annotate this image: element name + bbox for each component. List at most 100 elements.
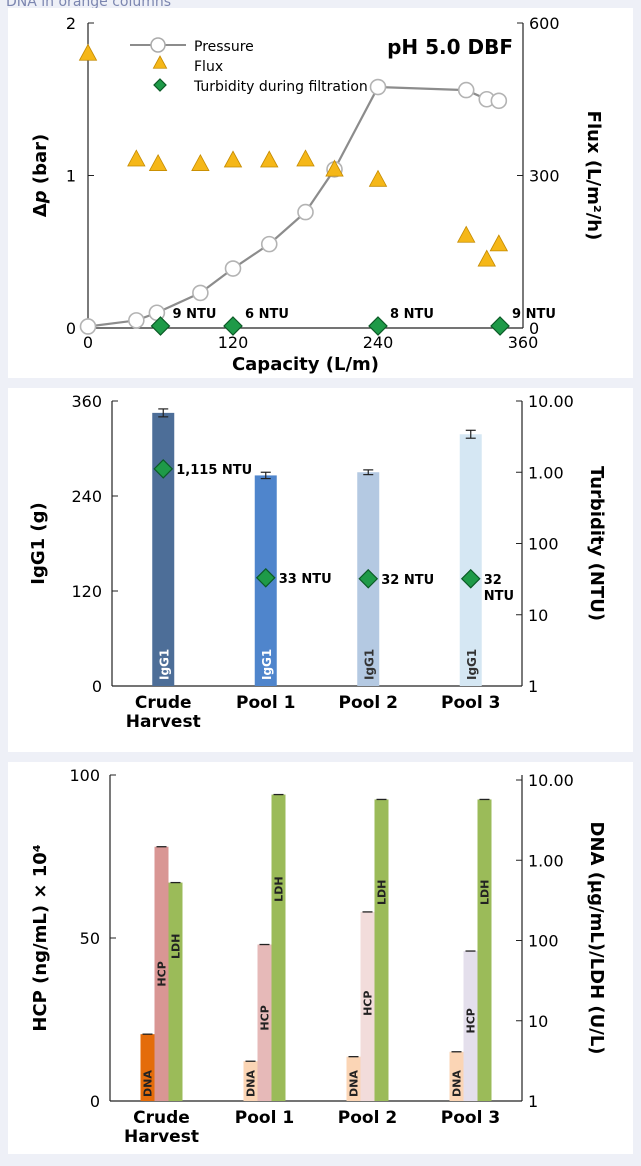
ldh-bar [374,799,389,1101]
dna-bar [243,1061,258,1101]
bar-inside-label: IgG1 [362,649,376,680]
igg1-bar [459,434,482,686]
bar-inside-label: IgG1 [157,649,171,680]
flux-point [260,150,279,168]
ldh-bar [168,882,183,1101]
y2-tick-label: 300 [529,167,560,186]
dna-bar [449,1051,464,1101]
turbidity-label: 32 NTU [484,573,514,604]
turbidity-point [490,316,510,336]
y-axis-label: HCP (ng/mL) × 10⁴ [30,844,51,1031]
x-tick-label: 240 [363,333,394,352]
turbidity-point [460,568,481,589]
category-label: Crude Harvest [126,693,201,732]
pressure-point [224,260,242,277]
ldh-bar-label: LDH [273,876,286,901]
y2-tick-label: 1.00 [528,463,564,482]
figure-caption: DNA in orange columns [6,0,172,10]
flux-point [325,159,344,177]
pressure-flux-panel: 0 120 240 360 0 1 2 0 300 600 Capacity (L/m) Δp (ba… [8,8,633,378]
x-tick-label: 0 [83,333,93,352]
igg1-turbidity-chart: 0 120 240 360 1 10 100 1.00 10.00 IgG1 (g) Turbidi… [28,392,607,732]
legend-flux-marker [152,55,168,69]
flux-point [368,169,388,187]
ldh-bar-label: LDH [376,880,389,905]
flux-point [191,153,210,171]
flux-point [223,150,243,168]
y2-axis-label: Turbidity (NTU) [586,466,607,621]
y2-tick-label: 10 [528,1012,548,1031]
turbidity-point [368,316,388,336]
y2-tick-label: 10.00 [528,392,574,411]
ldh-bar [477,799,492,1101]
y-tick-label: 0 [90,1092,100,1111]
category-label: Pool 1 [236,693,295,713]
turbidity-point [255,567,276,588]
y2-tick-label: 1 [528,677,538,696]
hcp-bar-label: HCP [259,1005,272,1030]
pressure-point [79,318,97,335]
y-axis-label: IgG1 (g) [28,502,49,585]
hcp-dna-ldh-panel: 0 50 100 1 10 100 1.00 10.00 HCP (ng/mL) × 10⁴ DN… [8,762,633,1154]
dna-bar [346,1056,361,1101]
turbidity-label: 6 NTU [245,307,289,322]
hcp-bar-label: HCP [465,1008,478,1033]
y-tick-label: 1 [66,167,76,186]
dna-bar-label: DNA [245,1070,258,1097]
y2-tick-label: 100 [528,535,559,554]
y2-axis-label: DNA (μg/mL)/LDH (U/L) [586,821,607,1054]
pressure-point [260,235,278,253]
y-tick-label: 240 [71,487,102,506]
ldh-bar-label: LDH [479,880,492,905]
category-label: Pool 3 [441,1108,500,1128]
turbidity-label: 32 NTU [381,573,434,588]
legend-turbidity-marker [153,78,167,92]
turbidity-point [153,459,174,479]
legend-flux-text: Flux [194,59,223,75]
legend-pressure-text: Pressure [194,39,254,55]
hcp-bar-label: HCP [156,961,169,986]
legend-pressure-marker [150,37,166,53]
y-axis-label: Δp (bar) [30,134,51,217]
ldh-bar [271,794,286,1101]
turbidity-label: 33 NTU [279,572,332,587]
panel-label: pH 5.0 DBF [387,35,513,59]
y2-axis-label: Flux (L/m²/h) [583,111,604,241]
pressure-point [128,312,145,329]
flux-point [489,234,509,252]
dna-bar-label: DNA [451,1070,464,1097]
pressure-point [490,92,508,110]
igg1-panel: 0 120 240 360 1 10 100 1.00 10.00 IgG1 (g) Turbidi… [8,388,633,752]
y2-tick-label: 0 [529,319,539,338]
category-label: Pool 2 [339,693,398,713]
x-tick-label: 120 [218,333,249,352]
hcp-bar [360,911,375,1101]
flux-point [456,225,476,243]
x-axis-label: Capacity (L/m) [232,354,379,375]
pressure-point [192,284,209,302]
dna-bar-label: DNA [142,1070,155,1097]
pressure-point [369,78,387,96]
y-tick-label: 360 [71,392,102,411]
y-tick-label: 50 [80,929,100,948]
y2-tick-label: 10 [528,606,548,625]
flux-point [477,249,496,267]
pressure-point [457,81,475,99]
flux-point [296,149,315,167]
category-label: Pool 3 [441,693,500,713]
y2-tick-label: 600 [529,14,560,33]
turbidity-point [223,316,243,336]
ldh-bar-label: LDH [170,934,183,959]
category-label: Crude Harvest [124,1108,199,1147]
y-tick-label: 100 [69,766,100,785]
legend-turbidity-text: Turbidity during filtration [193,79,368,95]
turbidity-label: 9 NTU [512,307,556,322]
turbidity-label: 9 NTU [173,307,217,322]
y-tick-label: 0 [66,319,76,338]
y-tick-label: 2 [66,14,76,33]
bar-inside-label: IgG1 [260,649,274,680]
dna-bar [140,1034,155,1101]
y2-tick-label: 10.00 [528,771,574,790]
turbidity-point [150,316,171,336]
